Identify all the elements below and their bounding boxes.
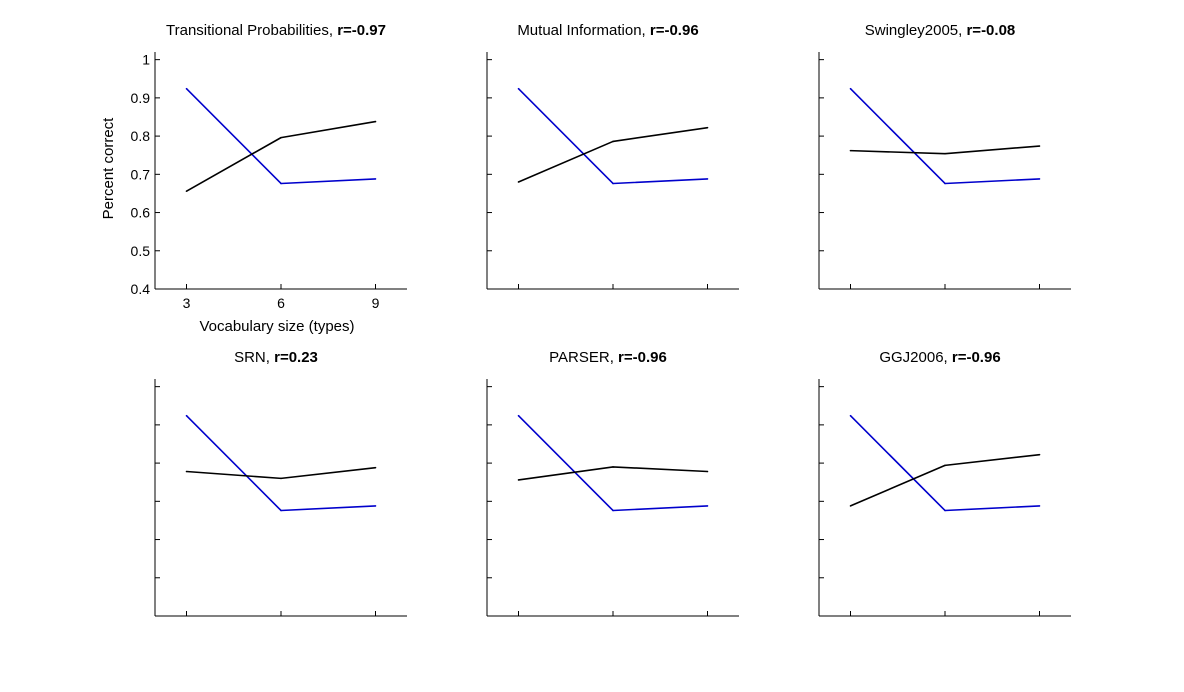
y-tick-label: 0.5: [131, 243, 151, 259]
title-text: Transitional Probabilities,: [166, 22, 337, 39]
series-line-blue: [849, 88, 1040, 185]
series-line-black: [850, 453, 1040, 507]
data-point: [517, 181, 520, 183]
series-line-blue: [517, 415, 708, 512]
y-tick-label: 0.7: [131, 166, 151, 182]
data-point: [374, 178, 377, 180]
subplot-5: PARSER, r=-0.96: [486, 349, 739, 617]
subplot-1: 0.4 0.5 0.6 0.7 0.8 0.9 1 3 6 9 Vocabulary size (t…: [100, 22, 407, 335]
series-line-black: [518, 126, 708, 183]
y-tick-label: 0.9: [131, 90, 151, 106]
title-text: SRN,: [234, 349, 274, 366]
series-line-black: [186, 466, 376, 480]
subplot-title: Transitional Probabilities, r=-0.97: [166, 22, 386, 39]
data-point: [849, 414, 852, 417]
data-point: [185, 190, 188, 192]
data-point: [1038, 178, 1041, 180]
x-tick-label: 3: [183, 295, 191, 311]
data-point: [944, 152, 946, 155]
correlation-label: r=-0.08: [966, 22, 1015, 39]
title-text: Mutual Information,: [517, 22, 650, 39]
correlation-label: r=-0.97: [337, 22, 386, 39]
series-line-black: [518, 466, 708, 481]
data-point: [706, 126, 709, 129]
title-text: PARSER,: [549, 349, 618, 366]
subplot-title: PARSER, r=-0.96: [549, 349, 667, 366]
data-point: [849, 149, 852, 152]
subplot-3: Swingley2005, r=-0.08: [818, 22, 1071, 290]
data-point: [280, 136, 282, 139]
subplot-title: Swingley2005, r=-0.08: [865, 22, 1016, 39]
y-tick-label: 0.8: [131, 128, 151, 144]
data-point: [1038, 453, 1041, 456]
series-line-blue: [185, 415, 376, 512]
data-point: [517, 414, 520, 417]
x-tick-label: 6: [277, 295, 285, 311]
x-tick-label: 9: [372, 295, 380, 311]
series-line-blue: [849, 415, 1040, 512]
correlation-label: r=-0.96: [952, 349, 1001, 366]
subplot-title: GGJ2006, r=-0.96: [879, 349, 1000, 366]
data-point: [1038, 505, 1041, 507]
correlation-label: r=0.23: [274, 349, 318, 366]
data-point: [612, 182, 614, 185]
data-point: [280, 509, 282, 512]
y-tick-label: 0.6: [131, 205, 151, 221]
title-text: GGJ2006,: [879, 349, 952, 366]
data-point: [185, 414, 188, 417]
subplot-title: SRN, r=0.23: [234, 349, 318, 366]
y-tick-label: 1: [142, 52, 150, 68]
data-point: [517, 479, 520, 481]
series-line-black: [850, 145, 1040, 155]
data-point: [185, 87, 188, 90]
y-tick-label: 0.4: [131, 281, 151, 297]
correlation-label: r=-0.96: [650, 22, 699, 39]
data-point: [706, 178, 709, 180]
data-point: [374, 466, 377, 469]
data-point: [612, 140, 614, 143]
y-axis-label: Percent correct: [100, 117, 117, 220]
subplot-6: GGJ2006, r=-0.96: [818, 349, 1071, 617]
data-point: [944, 182, 946, 185]
title-text: Swingley2005,: [865, 22, 967, 39]
data-point: [706, 505, 709, 507]
correlation-label: r=-0.96: [618, 349, 667, 366]
data-point: [612, 466, 614, 468]
data-point: [280, 182, 282, 185]
data-point: [280, 477, 282, 480]
x-axis-label: Vocabulary size (types): [199, 318, 354, 335]
series-line-blue: [185, 88, 376, 185]
data-point: [185, 470, 188, 473]
data-point: [517, 87, 520, 90]
data-point: [1038, 145, 1041, 147]
subplot-2: Mutual Information, r=-0.96: [486, 22, 739, 290]
subplot-4: SRN, r=0.23: [154, 349, 407, 617]
data-point: [849, 505, 852, 507]
data-point: [944, 509, 946, 512]
subplot-title: Mutual Information, r=-0.96: [517, 22, 698, 39]
data-point: [706, 470, 709, 473]
data-point: [849, 87, 852, 90]
data-point: [944, 464, 946, 467]
data-point: [612, 509, 614, 512]
data-point: [374, 505, 377, 507]
data-point: [374, 120, 377, 123]
